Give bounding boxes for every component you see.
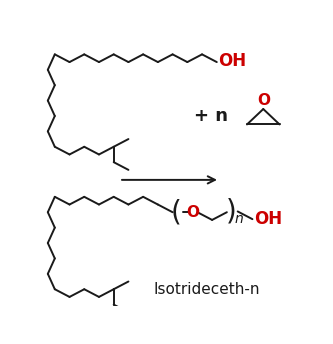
Text: (: ( bbox=[171, 198, 182, 226]
Text: OH: OH bbox=[254, 210, 282, 228]
Text: + n: + n bbox=[193, 107, 227, 125]
Text: ): ) bbox=[226, 197, 237, 225]
Text: OH: OH bbox=[218, 52, 246, 70]
Text: O: O bbox=[186, 205, 199, 220]
Text: O: O bbox=[257, 93, 270, 108]
Text: Isotrideceth-n: Isotrideceth-n bbox=[154, 282, 260, 297]
Text: n: n bbox=[235, 212, 244, 226]
